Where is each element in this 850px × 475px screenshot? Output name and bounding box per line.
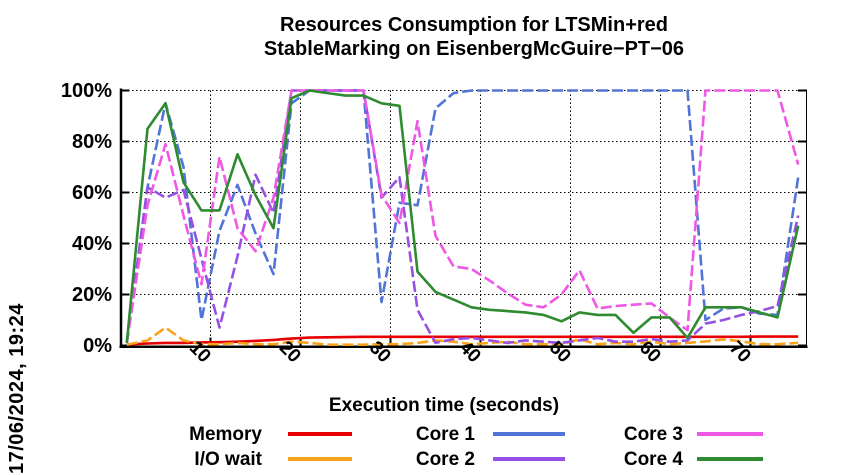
legend-label-core-4: Core 4	[623, 449, 683, 470]
legend-label-core-1: Core 1	[415, 424, 475, 445]
chart-title-line2: StableMarking on EisenbergMcGuire−PT−06	[263, 38, 685, 60]
legend-label-i-o-wait: I/O wait	[194, 449, 262, 470]
legend-swatch-core-4	[697, 457, 763, 461]
legend-swatch-i-o-wait	[288, 457, 352, 461]
plot-border	[119, 88, 808, 348]
legend-swatch-core-1	[493, 432, 565, 436]
series-line-core-3	[125, 89, 800, 344]
y-tick-label-80: 80%	[71, 130, 112, 153]
legend-swatch-memory	[288, 432, 352, 436]
y-tick-label-20: 20%	[71, 283, 112, 306]
y-tick-label-100: 100%	[60, 79, 112, 102]
y-tick-label-0: 0%	[83, 334, 112, 357]
series-line-i-o-wait	[126, 326, 799, 347]
y-tick-label-40: 40%	[71, 232, 112, 255]
legend-swatch-core-2	[493, 457, 565, 461]
legend-label-core-3: Core 3	[623, 424, 683, 445]
series-line-core-2	[125, 89, 800, 345]
chart-title: Resources Consumption for LTSMin+red Sta…	[98, 13, 850, 61]
x-axis-title: Execution time (seconds)	[328, 395, 560, 416]
legend-label-memory: Memory	[189, 424, 262, 445]
chart-title-line1: Resources Consumption for LTSMin+red	[280, 14, 668, 36]
legend-label-core-2: Core 2	[415, 449, 475, 470]
legend-swatch-core-3	[697, 432, 763, 436]
y-tick-label-60: 60%	[71, 181, 112, 204]
series-line-memory	[126, 335, 799, 346]
series-line-core-1	[125, 89, 800, 344]
series-line-core-4	[125, 89, 800, 344]
